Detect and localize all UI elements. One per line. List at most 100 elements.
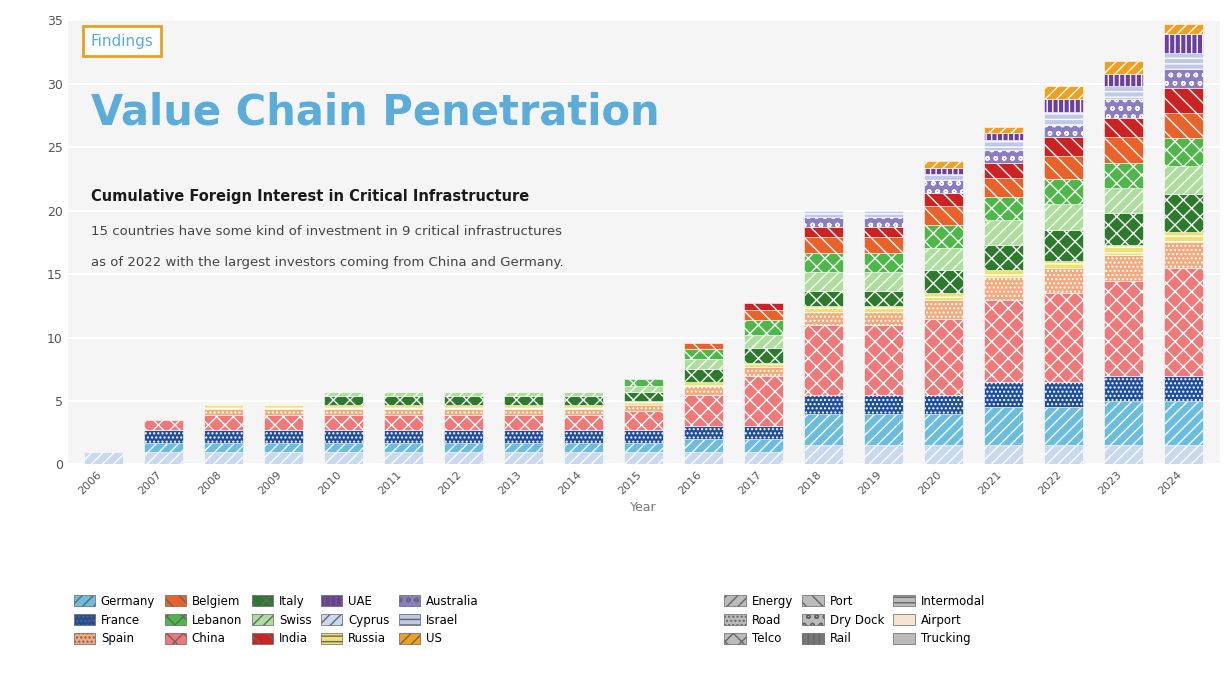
- Bar: [1164, 139, 1204, 167]
- Bar: [804, 227, 843, 238]
- Bar: [684, 349, 723, 359]
- Bar: [445, 408, 483, 415]
- Bar: [984, 277, 1024, 300]
- Bar: [205, 430, 243, 443]
- Bar: [984, 140, 1024, 150]
- Bar: [744, 376, 784, 426]
- Bar: [144, 451, 184, 464]
- Bar: [1045, 156, 1083, 179]
- Bar: [744, 363, 784, 367]
- Bar: [1164, 34, 1204, 53]
- Bar: [1104, 401, 1143, 445]
- Bar: [984, 127, 1024, 133]
- Bar: [804, 211, 843, 217]
- Bar: [984, 150, 1024, 163]
- Bar: [1104, 445, 1143, 464]
- Bar: [384, 408, 424, 415]
- Bar: [864, 211, 903, 217]
- Bar: [1045, 99, 1083, 112]
- Bar: [1045, 179, 1083, 204]
- Bar: [504, 408, 543, 415]
- Bar: [324, 451, 363, 464]
- Bar: [564, 408, 604, 415]
- Text: Findings: Findings: [91, 34, 154, 48]
- Bar: [445, 451, 483, 464]
- Bar: [625, 405, 663, 411]
- Bar: [924, 318, 963, 395]
- Bar: [804, 306, 843, 312]
- Bar: [205, 443, 243, 451]
- Bar: [1164, 167, 1204, 194]
- Bar: [504, 415, 543, 430]
- Bar: [84, 451, 123, 464]
- Bar: [1104, 137, 1143, 163]
- Bar: [205, 451, 243, 464]
- Bar: [864, 217, 903, 227]
- Bar: [1104, 61, 1143, 74]
- Bar: [684, 451, 723, 464]
- Bar: [1104, 163, 1143, 188]
- Bar: [1045, 137, 1083, 156]
- Bar: [984, 133, 1024, 140]
- Bar: [744, 439, 784, 451]
- Bar: [804, 217, 843, 227]
- Bar: [1104, 255, 1143, 281]
- Bar: [684, 370, 723, 382]
- Bar: [1045, 87, 1083, 99]
- Bar: [384, 405, 424, 408]
- Bar: [564, 392, 604, 396]
- Bar: [205, 405, 243, 408]
- Bar: [684, 386, 723, 395]
- Bar: [1104, 99, 1143, 118]
- Bar: [445, 396, 483, 405]
- Bar: [625, 451, 663, 464]
- Bar: [445, 392, 483, 396]
- Bar: [924, 206, 963, 225]
- Bar: [625, 380, 663, 386]
- Bar: [864, 272, 903, 291]
- Bar: [804, 312, 843, 325]
- Bar: [684, 359, 723, 370]
- Bar: [804, 325, 843, 395]
- Bar: [384, 396, 424, 405]
- Bar: [324, 405, 363, 408]
- Bar: [324, 392, 363, 396]
- Bar: [864, 253, 903, 272]
- Bar: [1045, 124, 1083, 137]
- Bar: [1104, 281, 1143, 376]
- Bar: [205, 415, 243, 430]
- Bar: [384, 430, 424, 443]
- Bar: [1164, 87, 1204, 113]
- Bar: [1104, 87, 1143, 99]
- Bar: [744, 367, 784, 376]
- X-axis label: Year: Year: [631, 501, 657, 514]
- Bar: [504, 443, 543, 451]
- Bar: [144, 430, 184, 443]
- Bar: [445, 443, 483, 451]
- Bar: [684, 439, 723, 451]
- Bar: [864, 325, 903, 395]
- Bar: [864, 227, 903, 238]
- Bar: [804, 395, 843, 414]
- Bar: [924, 445, 963, 464]
- Bar: [264, 443, 303, 451]
- Bar: [984, 197, 1024, 220]
- Bar: [1045, 112, 1083, 124]
- Bar: [1164, 25, 1204, 34]
- Bar: [984, 270, 1024, 277]
- Bar: [625, 443, 663, 451]
- Text: Value Chain Penetration: Value Chain Penetration: [91, 92, 659, 133]
- Bar: [1164, 376, 1204, 401]
- Bar: [864, 238, 903, 253]
- Bar: [924, 193, 963, 206]
- Bar: [744, 320, 784, 335]
- Bar: [384, 392, 424, 396]
- Bar: [804, 414, 843, 445]
- Bar: [924, 174, 963, 180]
- Bar: [744, 451, 784, 464]
- Bar: [804, 238, 843, 253]
- Bar: [1045, 293, 1083, 382]
- Bar: [924, 414, 963, 445]
- Bar: [1164, 242, 1204, 268]
- Bar: [1104, 213, 1143, 245]
